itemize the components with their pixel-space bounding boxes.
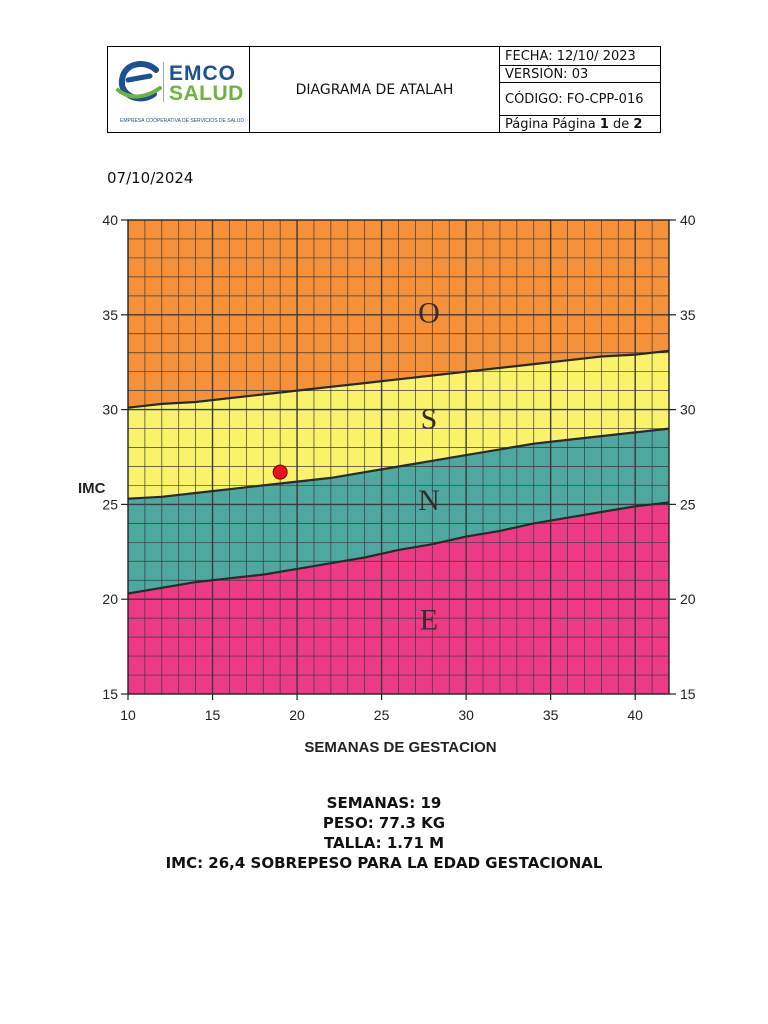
boundary-s-o (127, 349, 670, 409)
summary-imc: IMC: 26,4 SOBREPESO PARA LA EDAD GESTACI… (165, 854, 603, 872)
x-tick-label: 30 (458, 707, 474, 723)
pagina-mid: de (608, 116, 634, 132)
document-title: DIAGRAMA DE ATALAH (249, 46, 500, 133)
version-field: VERSIÓN: 03 (499, 65, 661, 83)
x-tick-label: 40 (627, 707, 643, 723)
x-tick-label: 20 (289, 707, 305, 723)
logo-tagline: EMPRESA COOPERATIVA DE SERVICIOS DE SALU… (120, 117, 244, 124)
pagina-total: 2 (633, 116, 643, 132)
x-tick-label: 10 (120, 707, 136, 723)
pagina-field: Página Página 1 de 2 (499, 115, 661, 133)
pagina-number: 1 (599, 116, 609, 132)
zone-labels-layer: E N S O (418, 296, 440, 636)
logo-cell: EMCO SALUD EMPRESA COOPERATIVA DE SERVIC… (107, 46, 250, 133)
y-tick-label-right: 20 (680, 591, 696, 607)
boundary-lines-layer (127, 349, 670, 595)
x-tick-label: 35 (543, 707, 559, 723)
emco-salud-logo: EMCO SALUD EMPRESA COOPERATIVA DE SERVIC… (108, 48, 249, 132)
y-axis-label: IMC (78, 480, 106, 497)
y-tick-label-left: 25 (102, 496, 118, 512)
zone-label-e: E (420, 604, 438, 637)
y-tick-label-left: 40 (102, 212, 118, 228)
boundary-e-n (127, 501, 670, 595)
y-tick-label-right: 35 (680, 307, 696, 323)
y-tick-label-left: 15 (102, 686, 118, 702)
y-tick-label-right: 15 (680, 686, 696, 702)
x-tick-label: 25 (374, 707, 390, 723)
patient-point-layer (272, 464, 288, 480)
y-tick-label-left: 30 (102, 402, 118, 418)
y-tick-label-right: 40 (680, 212, 696, 228)
document-header: EMCO SALUD EMPRESA COOPERATIVA DE SERVIC… (107, 46, 661, 133)
y-tick-label-right: 25 (680, 496, 696, 512)
x-tick-label: 15 (205, 707, 221, 723)
y-tick-label-left: 35 (102, 307, 118, 323)
x-axis-label: SEMANAS DE GESTACION (304, 739, 496, 755)
patient-imc-point (272, 464, 288, 480)
logo-word-emco: EMCO (169, 61, 236, 85)
logo-separator (163, 61, 164, 102)
document-date: 07/10/2024 (107, 169, 194, 187)
zone-label-n: N (418, 484, 440, 517)
logo-e-icon (116, 60, 162, 101)
pagina-prefix: Página Página (505, 116, 600, 132)
grid-layer (128, 220, 669, 694)
codigo-field: CÓDIGO: FO-CPP-016 (499, 82, 661, 116)
atalah-chart: 15 15 20 20 25 25 30 30 35 35 40 40 10 15 20 25 30 35 40 SE… (76, 205, 701, 756)
y-tick-label-right: 30 (680, 402, 696, 418)
logo-word-salud: SALUD (169, 81, 244, 105)
summary-talla: TALLA: 1.71 M (323, 834, 445, 852)
fecha-field: FECHA: 12/10/ 2023 (499, 46, 661, 66)
summary-peso: PESO: 77.3 KG (322, 814, 446, 832)
zone-label-s: S (421, 403, 438, 436)
summary-semanas: SEMANAS: 19 (326, 794, 442, 812)
boundary-n-s (127, 427, 670, 500)
plot-frame (127, 219, 670, 695)
patient-summary: SEMANAS: 19 PESO: 77.3 KG TALLA: 1.71 M … (0, 793, 768, 873)
zone-label-o: O (418, 296, 440, 329)
y-tick-label-left: 20 (102, 591, 118, 607)
